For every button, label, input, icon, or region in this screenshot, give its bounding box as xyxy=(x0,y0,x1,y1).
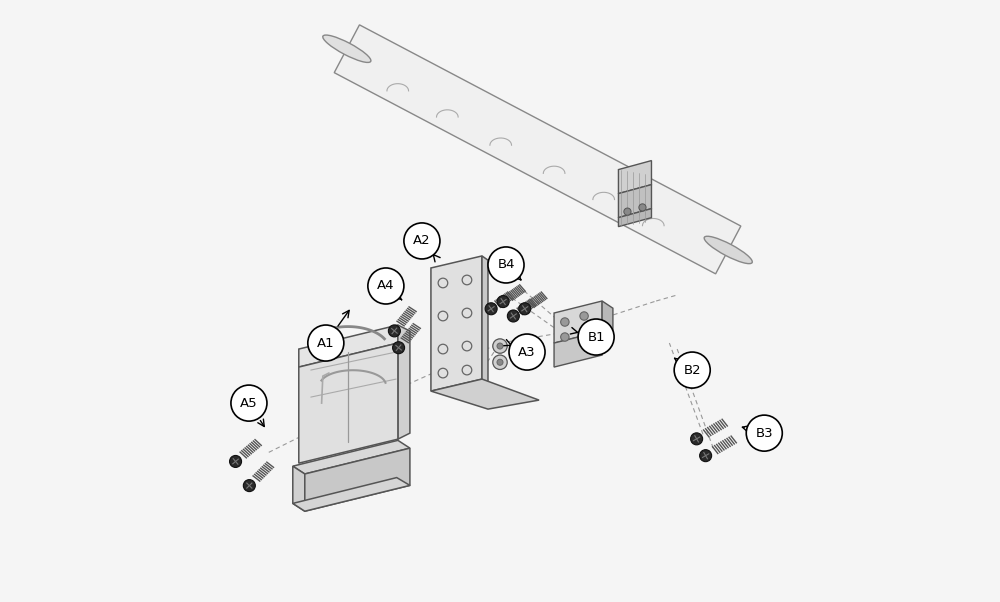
Circle shape xyxy=(404,223,440,259)
Circle shape xyxy=(497,343,503,349)
Circle shape xyxy=(485,303,497,315)
Polygon shape xyxy=(305,448,410,511)
Polygon shape xyxy=(618,185,651,218)
Polygon shape xyxy=(554,331,602,367)
Polygon shape xyxy=(602,301,613,338)
Circle shape xyxy=(488,247,524,283)
Circle shape xyxy=(674,352,710,388)
Polygon shape xyxy=(554,301,602,343)
Circle shape xyxy=(624,208,631,216)
Circle shape xyxy=(493,339,507,353)
Circle shape xyxy=(308,325,344,361)
Circle shape xyxy=(368,268,404,304)
Circle shape xyxy=(700,450,712,462)
Circle shape xyxy=(639,204,646,211)
Polygon shape xyxy=(431,256,482,391)
Ellipse shape xyxy=(704,236,752,264)
Circle shape xyxy=(519,303,531,315)
Circle shape xyxy=(497,359,503,365)
Circle shape xyxy=(691,433,703,445)
Polygon shape xyxy=(293,440,410,474)
Polygon shape xyxy=(618,209,651,226)
Polygon shape xyxy=(293,466,305,511)
Polygon shape xyxy=(431,379,539,409)
Circle shape xyxy=(580,312,588,320)
Text: A3: A3 xyxy=(518,346,536,359)
Text: B1: B1 xyxy=(587,330,605,344)
Circle shape xyxy=(578,319,614,355)
Circle shape xyxy=(497,296,509,308)
Polygon shape xyxy=(299,343,398,463)
Circle shape xyxy=(393,342,405,354)
Polygon shape xyxy=(334,25,741,274)
Polygon shape xyxy=(618,161,651,194)
Text: B3: B3 xyxy=(755,427,773,439)
Polygon shape xyxy=(482,256,488,383)
Polygon shape xyxy=(293,477,410,511)
Circle shape xyxy=(561,318,569,326)
Circle shape xyxy=(231,385,267,421)
Circle shape xyxy=(580,327,588,335)
Text: A5: A5 xyxy=(240,397,258,409)
Polygon shape xyxy=(299,325,398,367)
Polygon shape xyxy=(398,325,410,439)
Circle shape xyxy=(388,325,400,337)
Circle shape xyxy=(509,334,545,370)
Circle shape xyxy=(561,333,569,341)
Ellipse shape xyxy=(323,35,371,63)
Circle shape xyxy=(507,310,519,322)
Text: B2: B2 xyxy=(683,364,701,377)
Text: A1: A1 xyxy=(317,337,335,350)
Circle shape xyxy=(243,480,255,492)
Circle shape xyxy=(746,415,782,451)
Circle shape xyxy=(230,456,242,467)
Text: A2: A2 xyxy=(413,234,431,247)
Text: B4: B4 xyxy=(497,258,515,272)
Text: A4: A4 xyxy=(377,279,395,293)
Circle shape xyxy=(493,355,507,370)
